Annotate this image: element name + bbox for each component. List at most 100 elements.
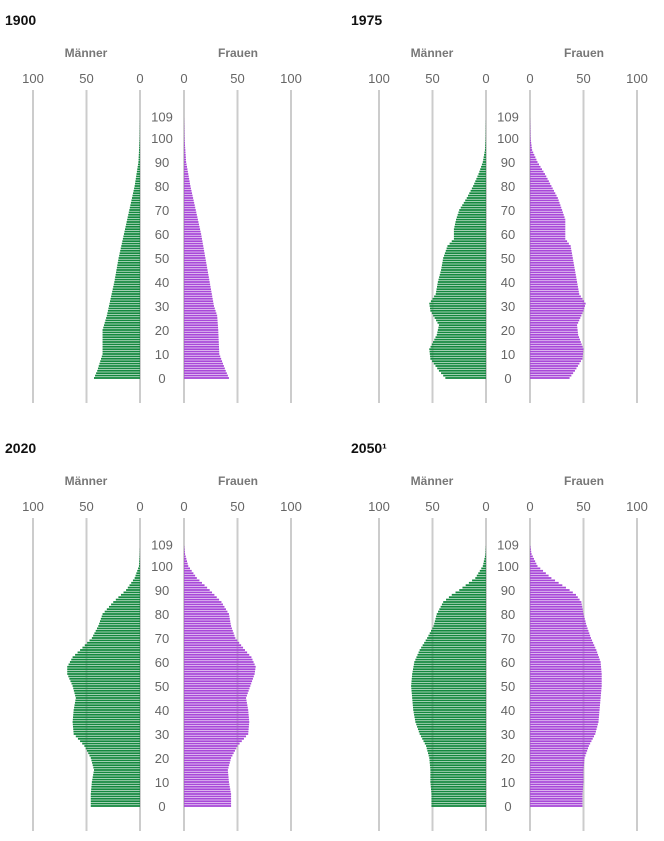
male-bar (441, 372, 486, 374)
female-bar (184, 671, 255, 673)
age-tick-label: 70 (155, 203, 169, 218)
female-bar (530, 315, 581, 317)
female-bar (530, 310, 584, 312)
female-bar (530, 589, 570, 591)
female-bar (530, 779, 584, 781)
x-tick-label: 0 (180, 71, 187, 86)
male-bar (418, 654, 486, 656)
female-bar (530, 363, 579, 365)
female-bar (184, 248, 204, 250)
female-bar (184, 683, 251, 685)
male-bar (114, 281, 140, 283)
female-bar (530, 784, 583, 786)
male-bar (119, 257, 140, 259)
male-bar (73, 719, 140, 721)
female-bar (530, 207, 561, 209)
male-bar (484, 156, 486, 158)
female-bar (184, 637, 235, 639)
female-bar (530, 796, 582, 798)
female-bar (530, 680, 602, 682)
male-bar (130, 204, 140, 206)
male-bar (136, 176, 140, 178)
male-label: Männer (65, 46, 108, 60)
female-bar (530, 224, 565, 226)
male-bar (481, 568, 486, 570)
female-bar (530, 233, 565, 235)
male-bar (466, 584, 486, 586)
age-tick-label: 90 (501, 155, 515, 170)
female-bar (184, 556, 186, 558)
male-bar (438, 279, 486, 281)
age-tick-label: 0 (158, 371, 165, 386)
female-bar (184, 140, 185, 142)
female-bar (530, 356, 583, 358)
male-bar (441, 269, 486, 271)
male-bar (420, 649, 486, 651)
age-tick-label: 90 (501, 583, 515, 598)
male-bar (443, 601, 486, 603)
female-bar (530, 248, 571, 250)
female-bar (184, 305, 214, 307)
male-bar (137, 168, 140, 170)
age-tick-label: 109 (497, 537, 519, 552)
female-bar (184, 298, 213, 300)
male-bar (429, 348, 486, 350)
male-bar (413, 704, 486, 706)
male-bar (68, 676, 140, 678)
male-bar (67, 673, 140, 675)
male-bar (481, 166, 486, 168)
age-tick-label: 109 (497, 109, 519, 124)
male-bar (430, 351, 486, 353)
female-bar (530, 721, 598, 723)
female-bar (530, 683, 602, 685)
male-bar (430, 779, 486, 781)
female-bar (184, 714, 249, 716)
male-bar (413, 707, 486, 709)
male-bar (438, 611, 486, 613)
female-bar (184, 317, 217, 319)
female-bar (530, 142, 531, 144)
male-bar (113, 286, 140, 288)
female-bar (184, 291, 211, 293)
female-bar (184, 649, 245, 651)
female-bar (184, 776, 229, 778)
male-bar (73, 724, 140, 726)
female-bar (530, 565, 537, 567)
male-bar (73, 688, 140, 690)
male-bar (430, 358, 486, 360)
female-bar (530, 197, 558, 199)
female-bar (530, 668, 601, 670)
male-bar (454, 238, 486, 240)
female-bar (184, 738, 244, 740)
female-bar (184, 276, 209, 278)
female-bar (184, 221, 198, 223)
x-tick-label: 50 (425, 499, 439, 514)
female-bar (184, 743, 240, 745)
male-bar (431, 346, 486, 348)
female-label: Frauen (218, 474, 258, 488)
male-bar (103, 336, 140, 338)
female-bar (184, 173, 188, 175)
male-bar (133, 192, 140, 194)
male-bar (438, 329, 486, 331)
female-bar (530, 652, 597, 654)
female-bar (184, 623, 231, 625)
male-bar (91, 803, 140, 805)
male-bar (127, 219, 140, 221)
female-bar (184, 568, 190, 570)
female-bar (184, 796, 231, 798)
age-tick-label: 20 (501, 323, 515, 338)
male-bar (92, 779, 140, 781)
female-bar (530, 312, 582, 314)
male-bar (452, 594, 486, 596)
male-bar (69, 678, 140, 680)
male-bar (86, 748, 140, 750)
x-tick-label: 50 (79, 499, 93, 514)
female-bar (184, 719, 249, 721)
male-bar (485, 144, 486, 146)
male-bar (139, 147, 140, 149)
male-bar (100, 360, 140, 362)
male-bar (456, 221, 486, 223)
male-bar (80, 740, 140, 742)
